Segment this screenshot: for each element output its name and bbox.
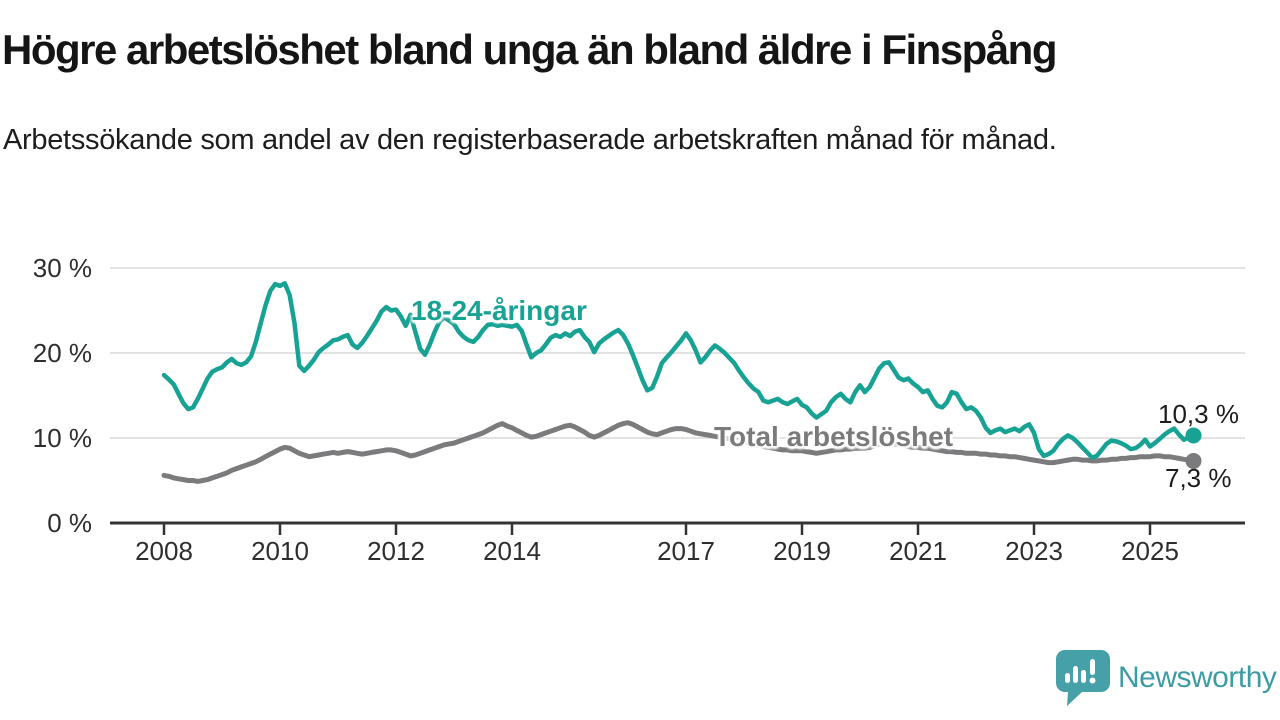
series-label-young: 18-24-åringar bbox=[411, 295, 587, 326]
series-line-total bbox=[161, 420, 1196, 484]
series-line-young bbox=[161, 281, 1196, 460]
y-axis-tick-label: 0 % bbox=[47, 508, 92, 538]
newsworthy-branding: Newsworthy bbox=[1052, 646, 1280, 710]
logo-bar-chart-glyph bbox=[1065, 659, 1096, 684]
x-axis-tick-label: 2025 bbox=[1121, 536, 1179, 566]
page-subtitle: Arbetssökande som andel av den registerb… bbox=[3, 124, 1057, 156]
x-axis-tick-label: 2017 bbox=[657, 536, 715, 566]
y-axis-tick-label: 20 % bbox=[32, 338, 92, 368]
x-axis-tick-label: 2010 bbox=[251, 536, 309, 566]
x-axis-tick-label: 2021 bbox=[889, 536, 947, 566]
end-value-label-young: 10,3 % bbox=[1158, 399, 1239, 429]
series-label-total: Total arbetslöshet bbox=[714, 421, 954, 452]
newsworthy-logo-icon bbox=[1056, 650, 1110, 706]
y-axis-tick-label: 10 % bbox=[32, 423, 92, 453]
page-title: Högre arbetslöshet bland unga än bland ä… bbox=[2, 26, 1057, 73]
x-axis-tick-label: 2008 bbox=[135, 536, 193, 566]
x-axis-tick-label: 2023 bbox=[1005, 536, 1063, 566]
x-axis-tick-label: 2019 bbox=[773, 536, 831, 566]
y-axis-tick-label: 30 % bbox=[32, 253, 92, 283]
series-end-dot-total bbox=[1185, 452, 1202, 469]
series-end-dot-young bbox=[1185, 427, 1202, 444]
end-value-label-total: 7,3 % bbox=[1165, 463, 1232, 493]
newsworthy-logo-text: Newsworthy bbox=[1118, 661, 1277, 694]
x-axis-tick-label: 2012 bbox=[367, 536, 425, 566]
x-axis-tick-label: 2014 bbox=[483, 536, 541, 566]
